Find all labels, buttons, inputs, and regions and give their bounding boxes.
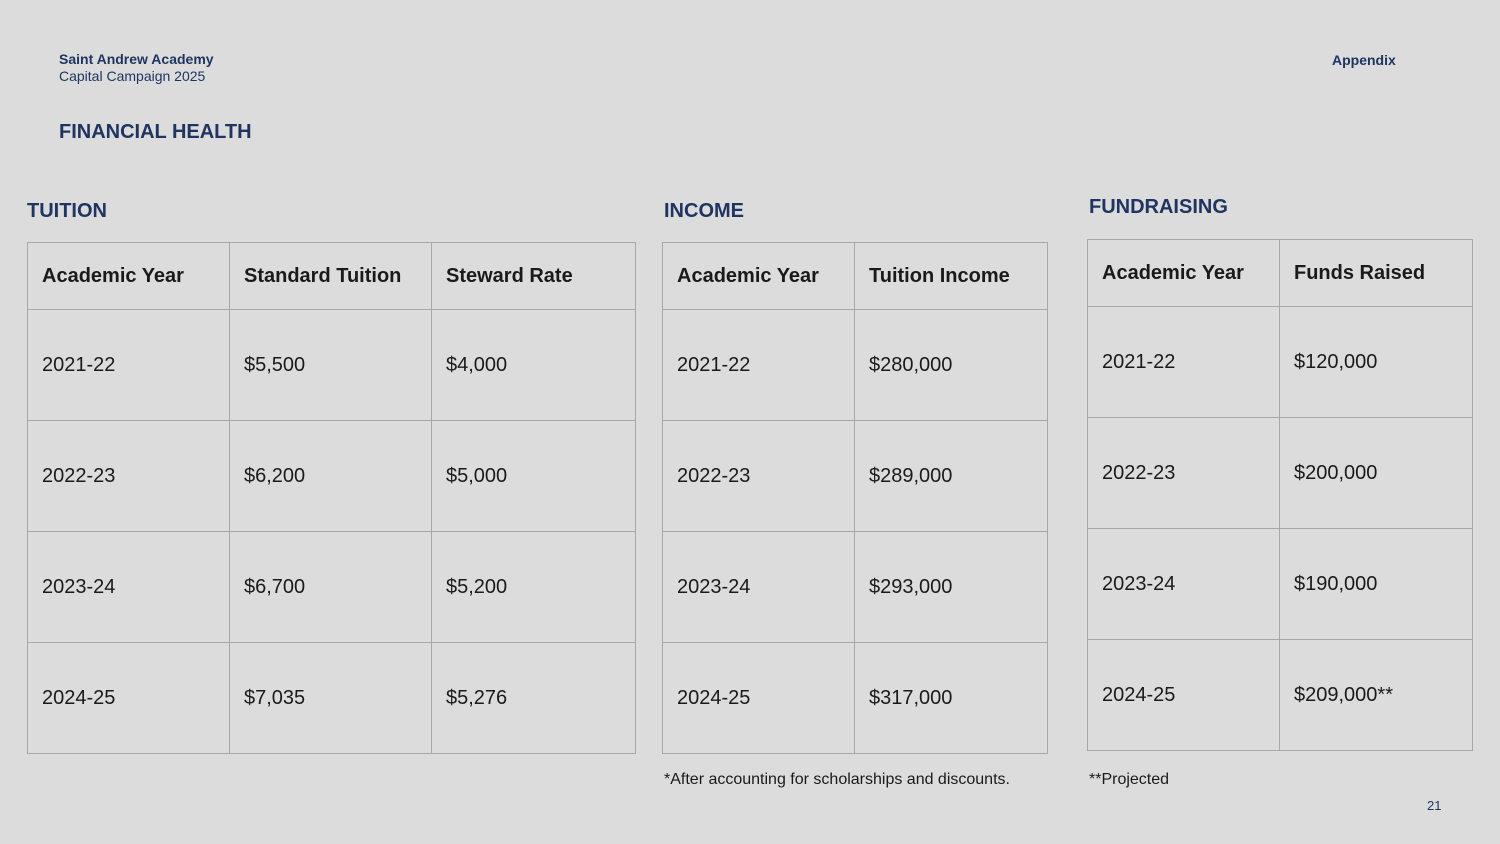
table-row: 2022-23 $200,000 [1087, 417, 1473, 529]
table-cell: $4,000 [431, 309, 636, 421]
column-header: Academic Year [27, 242, 230, 310]
column-header: Academic Year [662, 242, 855, 310]
table-row: 2024-25 $7,035 $5,276 [27, 642, 636, 754]
page-number: 21 [1427, 798, 1442, 813]
table-cell: 2024-25 [662, 642, 855, 754]
table-cell: 2021-22 [1087, 306, 1280, 418]
tuition-title: TUITION [27, 200, 107, 222]
table-row: 2023-24 $190,000 [1087, 528, 1473, 640]
table-cell: 2022-23 [1087, 417, 1280, 529]
table-cell: 2024-25 [1087, 639, 1280, 751]
table-cell: $293,000 [854, 531, 1048, 643]
table-cell: $280,000 [854, 309, 1048, 421]
section-tag: Appendix [1332, 52, 1396, 68]
fundraising-table: Academic Year Funds Raised 2021-22 $120,… [1087, 239, 1473, 751]
table-cell: 2021-22 [27, 309, 230, 421]
table-cell: 2023-24 [1087, 528, 1280, 640]
table-cell: $5,000 [431, 420, 636, 532]
campaign-subtitle: Capital Campaign 2025 [59, 68, 206, 84]
table-row: 2022-23 $6,200 $5,000 [27, 420, 636, 532]
table-row: 2024-25 $209,000** [1087, 639, 1473, 751]
table-row: 2021-22 $280,000 [662, 309, 1048, 421]
table-cell: 2024-25 [27, 642, 230, 754]
table-cell: $317,000 [854, 642, 1048, 754]
table-cell: 2021-22 [662, 309, 855, 421]
income-title: INCOME [664, 200, 744, 222]
table-cell: 2023-24 [27, 531, 230, 643]
table-header-row: Academic Year Funds Raised [1087, 239, 1473, 307]
fundraising-footnote: **Projected [1089, 771, 1170, 788]
fundraising-title: FUNDRAISING [1089, 196, 1228, 218]
table-cell: $6,700 [229, 531, 432, 643]
table-header-row: Academic Year Standard Tuition Steward R… [27, 242, 636, 310]
org-name: Saint Andrew Academy [59, 51, 214, 67]
page-title: FINANCIAL HEALTH [59, 121, 252, 143]
tuition-table: Academic Year Standard Tuition Steward R… [27, 242, 636, 754]
table-header-row: Academic Year Tuition Income [662, 242, 1048, 310]
column-header: Standard Tuition [229, 242, 432, 310]
table-cell: $5,500 [229, 309, 432, 421]
table-row: 2024-25 $317,000 [662, 642, 1048, 754]
table-row: 2021-22 $5,500 $4,000 [27, 309, 636, 421]
table-cell: $5,200 [431, 531, 636, 643]
table-cell: $190,000 [1279, 528, 1473, 640]
column-header: Academic Year [1087, 239, 1280, 307]
table-row: 2022-23 $289,000 [662, 420, 1048, 532]
table-cell: $6,200 [229, 420, 432, 532]
table-row: 2023-24 $293,000 [662, 531, 1048, 643]
table-cell: $5,276 [431, 642, 636, 754]
table-cell: 2023-24 [662, 531, 855, 643]
income-footnote: *After accounting for scholarships and d… [664, 771, 1010, 788]
table-row: 2021-22 $120,000 [1087, 306, 1473, 418]
table-cell: 2022-23 [662, 420, 855, 532]
column-header: Funds Raised [1279, 239, 1473, 307]
column-header: Tuition Income [854, 242, 1048, 310]
income-table: Academic Year Tuition Income 2021-22 $28… [662, 242, 1048, 754]
column-header: Steward Rate [431, 242, 636, 310]
table-cell: $289,000 [854, 420, 1048, 532]
table-cell: $200,000 [1279, 417, 1473, 529]
table-cell: 2022-23 [27, 420, 230, 532]
table-row: 2023-24 $6,700 $5,200 [27, 531, 636, 643]
table-cell: $7,035 [229, 642, 432, 754]
table-cell: $120,000 [1279, 306, 1473, 418]
table-cell: $209,000** [1279, 639, 1473, 751]
